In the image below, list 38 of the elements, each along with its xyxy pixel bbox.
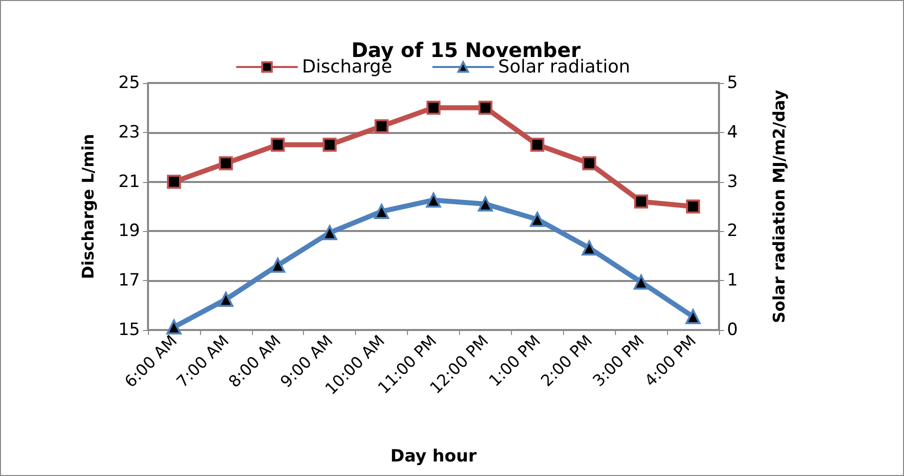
point xyxy=(530,138,544,152)
point xyxy=(426,100,440,115)
point xyxy=(374,119,389,134)
point xyxy=(582,240,597,256)
point xyxy=(218,156,233,170)
y-tick-label: 17 xyxy=(118,270,140,291)
y2-tick-label: 3 xyxy=(727,172,738,192)
point xyxy=(686,200,700,214)
y2-tick-label: 5 xyxy=(727,73,738,93)
y-axis-title: Discharge L/min xyxy=(78,134,98,280)
point xyxy=(634,194,648,209)
point xyxy=(166,174,181,189)
point xyxy=(686,309,701,324)
point xyxy=(166,320,182,335)
y-tick-label: 25 xyxy=(118,73,140,93)
point xyxy=(270,138,285,152)
y2-tick-label: 2 xyxy=(727,221,738,242)
point xyxy=(322,138,337,152)
y-tick-label: 21 xyxy=(118,172,140,192)
y2-tick-label: 1 xyxy=(727,270,738,291)
y2-tick-label: 4 xyxy=(727,122,738,142)
legend-label: Solar radiation xyxy=(498,56,630,78)
point xyxy=(374,204,390,219)
y-tick-label: 23 xyxy=(118,122,140,142)
x-axis-title: Day hour xyxy=(390,446,478,466)
point xyxy=(218,292,234,307)
y2-axis-title: Solar radiation MJ/m2/day xyxy=(770,89,788,324)
point xyxy=(270,258,286,273)
point xyxy=(582,156,596,170)
y-tick-label: 15 xyxy=(118,320,140,340)
point xyxy=(478,196,493,212)
point xyxy=(426,192,441,208)
y-tick-label: 19 xyxy=(118,221,140,242)
point xyxy=(322,225,338,240)
y2-tick-label: 0 xyxy=(727,320,738,340)
point xyxy=(478,100,492,115)
point xyxy=(634,274,649,290)
point xyxy=(530,212,545,227)
